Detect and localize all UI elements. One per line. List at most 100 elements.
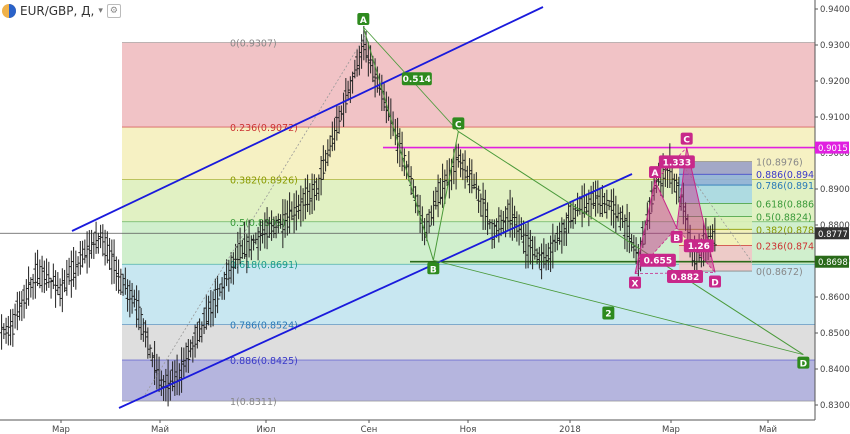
harmonic-ratio-box: 1.26 — [683, 239, 714, 253]
fib-level-label: 0.786(0.8524) — [230, 320, 298, 331]
harmonic-point-d: D — [709, 275, 722, 289]
abcd-path — [362, 26, 804, 356]
ratio-box — [602, 306, 615, 320]
y-tick-label: 0.8600 — [820, 293, 850, 303]
price-axis-label-text: 0.8698 — [818, 258, 848, 268]
ratio-label: 0.514 — [403, 75, 431, 85]
fib-band — [122, 324, 815, 360]
harmonic-point-x: X — [629, 276, 642, 290]
channel-lower-line — [118, 173, 633, 409]
harmonic-ratio-box: 0.655 — [639, 253, 676, 267]
y-tick-label: 0.8300 — [820, 401, 850, 411]
x-tick-label: Мар — [662, 425, 680, 434]
fib-small-label: 0(0.8672) — [756, 267, 803, 278]
harmonic-point-box — [670, 230, 683, 243]
price-axis-label-text: 0.9015 — [818, 144, 848, 154]
x-tick-label: Сен — [361, 425, 378, 434]
abcd-ratio-ac: 0.514 — [401, 72, 432, 86]
harmonic-point-box — [709, 275, 722, 288]
fib-level-label: 0.886(0.8425) — [230, 356, 298, 367]
harmonic-point-label: D — [711, 279, 718, 289]
symbol-title[interactable]: EUR/GBP, Д, — [20, 4, 95, 18]
x-tick-label: Мар — [52, 425, 70, 434]
abcd-ratio-bd: 2 — [602, 306, 615, 320]
channel-upper-line — [71, 6, 544, 232]
harmonic-point-box — [649, 166, 662, 179]
symbol-flag-icon — [2, 4, 16, 18]
price-axis-label: 0.8777 — [815, 227, 849, 240]
harmonic-triangle-xab — [635, 181, 677, 274]
abcd-point-box — [797, 356, 810, 369]
abcd-point-label: B — [430, 265, 437, 275]
fib-level-label: 0.382(0.8926) — [230, 176, 298, 187]
fib-band — [122, 42, 815, 128]
y-tick-label: 0.8500 — [820, 329, 850, 339]
abcd-point-d: D — [797, 356, 810, 370]
fib-level-label: 1(0.8311) — [230, 397, 277, 408]
fib-small-band — [679, 216, 752, 230]
y-tick-label: 0.9100 — [820, 113, 850, 123]
y-tick-label: 0.8900 — [820, 185, 850, 195]
abcd-point-box — [427, 262, 440, 275]
harmonic-point-c: C — [680, 132, 693, 146]
harmonic-ratio-label: 0.882 — [671, 273, 699, 283]
ratio-label: 2 — [605, 309, 611, 319]
y-tick-label: 0.9400 — [820, 5, 850, 15]
chevron-down-icon[interactable]: ▾ — [98, 6, 103, 16]
price-axis-label: 0.8698 — [815, 255, 849, 268]
abcd-point-label: C — [455, 120, 462, 130]
y-tick-label: 0.8400 — [820, 365, 850, 375]
abcd-point-b: B — [427, 262, 440, 275]
price-axis-label-bg — [815, 255, 849, 268]
harmonic-ratio-box: 0.882 — [667, 270, 704, 284]
fib-small-band — [679, 203, 752, 217]
harmonic-point-b: B — [670, 230, 683, 244]
settings-icon[interactable]: ⚙ — [106, 4, 121, 18]
fib-small-label: 0.382(0.8788) — [756, 225, 824, 236]
harmonic-point-label: B — [673, 234, 680, 244]
harmonic-point-label: X — [632, 280, 639, 290]
price-axis-label: 0.9015 — [815, 141, 849, 154]
x-tick-label: Ноя — [460, 425, 477, 434]
price-axis-label-bg — [815, 227, 849, 240]
abcd-bd-line — [433, 259, 804, 355]
harmonic-ratio-bg — [683, 239, 714, 253]
fib-small-label: 0.618(0.8860) — [756, 199, 824, 210]
harmonic-ratio-label: 0.655 — [644, 257, 672, 267]
chart-header: EUR/GBP, Д, ▾ ⚙ — [0, 0, 121, 22]
price-axis-label-bg — [815, 141, 849, 154]
abcd-point-box — [357, 13, 370, 25]
x-tick-label: 2018 — [559, 425, 581, 434]
abcd-point-label: A — [360, 16, 367, 26]
y-tick-label: 0.8800 — [820, 221, 850, 231]
fib-small-band — [679, 185, 752, 204]
x-tick-label: Июл — [257, 425, 276, 434]
abcd-point-a: A — [357, 13, 370, 26]
harmonic-ratio-bg — [639, 253, 676, 267]
price-axis-bg — [815, 0, 850, 434]
price-axis-label-text: 0.8777 — [818, 230, 848, 240]
harmonic-point-label: A — [652, 169, 659, 179]
abcd-point-label: D — [800, 360, 807, 370]
abcd-point-box — [452, 117, 465, 130]
fib-level-label: 0.5(0.8809) — [230, 218, 286, 229]
fib-small-label: 0.786(0.8911) — [756, 181, 824, 192]
harmonic-ratio-box: 1.333 — [658, 155, 695, 169]
harmonic-point-box — [629, 276, 642, 289]
x-tick-label: Май — [151, 425, 169, 434]
fib-small-trend-line — [678, 159, 753, 263]
ratio-box — [401, 72, 432, 86]
fib-trend-line — [142, 35, 366, 399]
fib-level-label: 0.236(0.9072) — [230, 123, 298, 134]
harmonic-point-a: A — [649, 166, 662, 179]
x-tick-label: Май — [759, 425, 777, 434]
fib-small-label: 1(0.8976) — [756, 158, 803, 169]
y-tick-label: 0.9300 — [820, 41, 850, 51]
harmonic-ratio-bg — [667, 270, 704, 284]
fib-level-label: 0(0.9307) — [230, 38, 277, 49]
fib-small-band — [679, 174, 752, 186]
y-tick-label: 0.9200 — [820, 77, 850, 87]
harmonic-ratio-label: 1.26 — [688, 242, 710, 252]
harmonic-ratio-bg — [658, 155, 695, 169]
